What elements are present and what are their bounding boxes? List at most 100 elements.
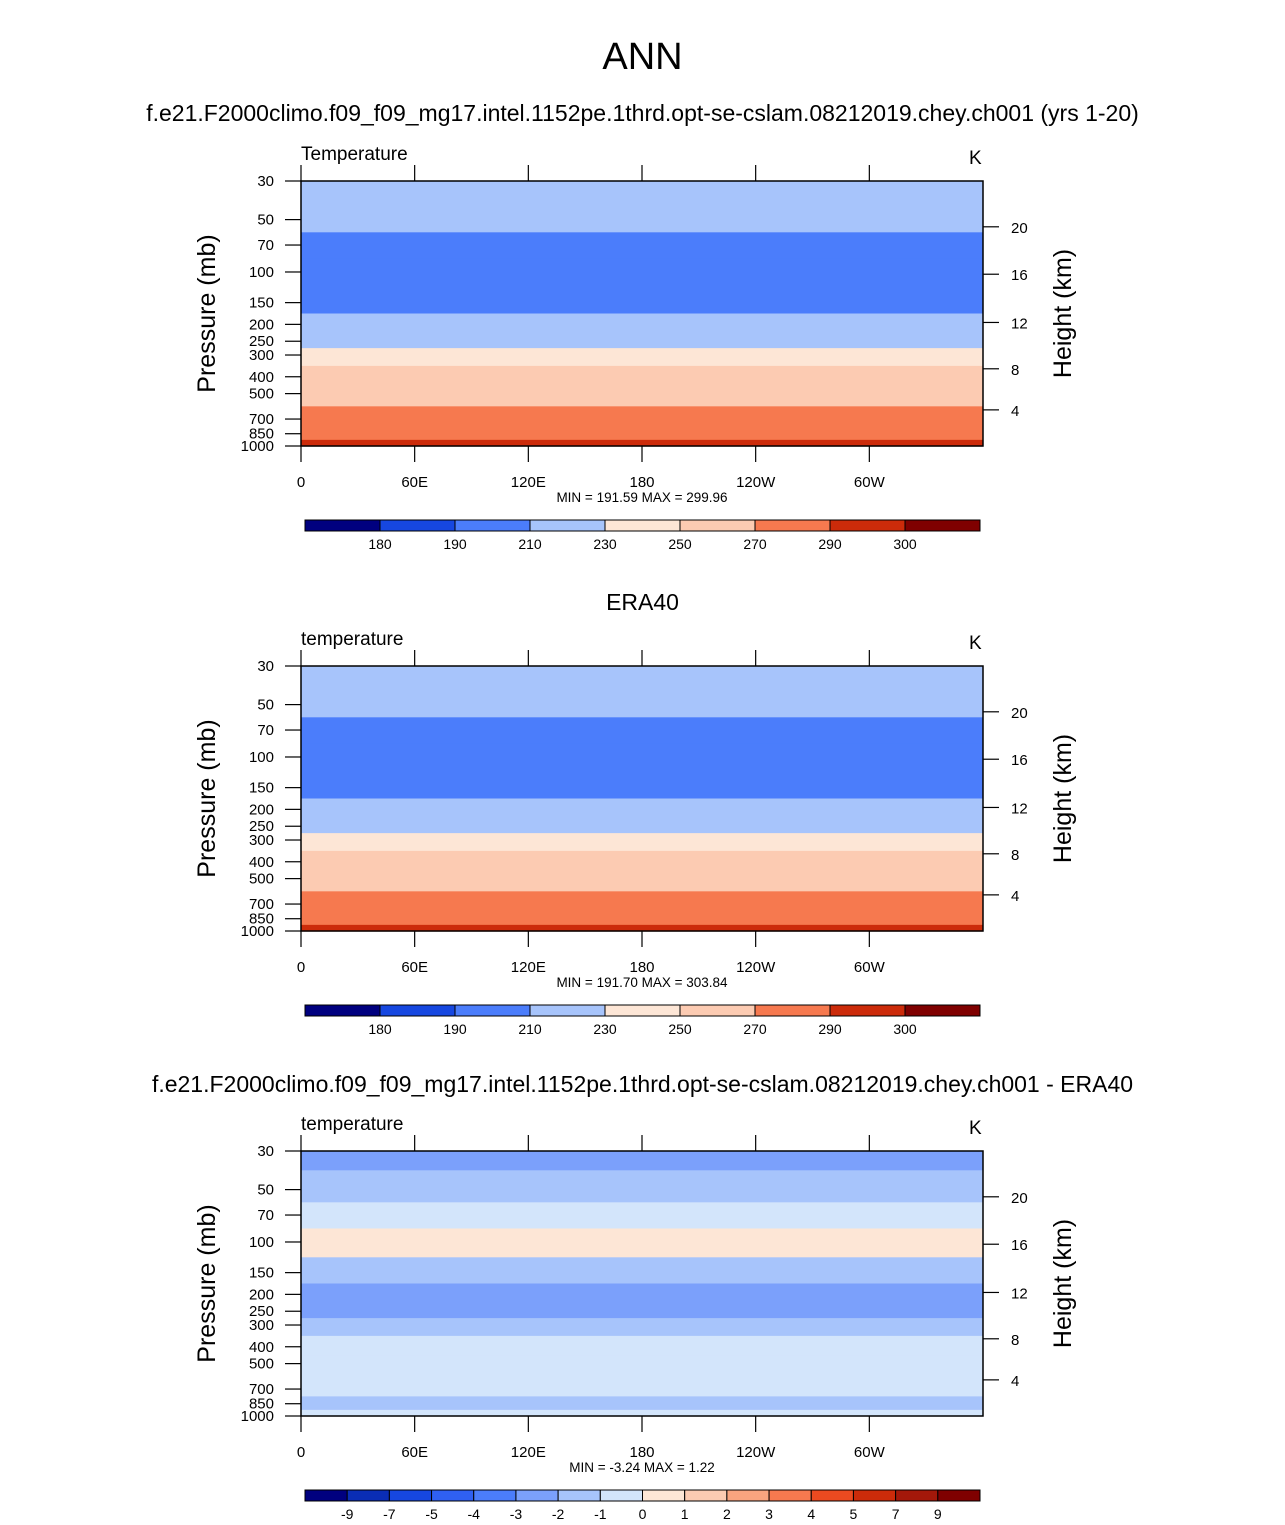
y-tick-label: 30 bbox=[257, 1143, 274, 1160]
y-tick-label: 150 bbox=[249, 780, 274, 797]
y-tick-label: 300 bbox=[249, 1317, 274, 1334]
y-tick-label: 30 bbox=[257, 658, 274, 675]
colorbar-box bbox=[642, 1489, 686, 1502]
x-tick-label: 60W bbox=[854, 474, 886, 491]
colorbar-label: -4 bbox=[468, 1506, 481, 1522]
colorbar-box bbox=[379, 1004, 456, 1017]
x-tick-label: 0 bbox=[297, 959, 305, 976]
x-tick-label: 120W bbox=[736, 959, 776, 976]
contour-band bbox=[301, 348, 983, 367]
y-tick-label: 700 bbox=[249, 896, 274, 913]
x-tick-label: 180 bbox=[629, 1444, 654, 1461]
colorbar-box bbox=[679, 519, 756, 532]
x-tick-label: 60E bbox=[401, 474, 428, 491]
min-max-stats: MIN = 191.59 MAX = 299.96 bbox=[556, 490, 727, 505]
height-tick-label: 16 bbox=[1011, 267, 1028, 284]
y-right-axis-title: Height (km) bbox=[1049, 734, 1077, 863]
y-tick-label: 50 bbox=[257, 697, 274, 714]
colorbar-box bbox=[388, 1489, 433, 1502]
units-label: K bbox=[969, 148, 982, 169]
colorbar-box bbox=[604, 1004, 681, 1017]
colorbar-label: 250 bbox=[668, 1021, 692, 1037]
x-tick-label: 120E bbox=[511, 959, 546, 976]
y-tick-label: 400 bbox=[249, 854, 274, 871]
panel-1-title: f.e21.F2000climo.f09_f09_mg17.intel.1152… bbox=[146, 100, 1139, 126]
colorbar-label: 230 bbox=[593, 536, 617, 552]
colorbar-label: 210 bbox=[518, 1021, 542, 1037]
colorbar-label: 9 bbox=[934, 1506, 942, 1522]
contour-band bbox=[301, 1409, 983, 1417]
x-tick-label: 60E bbox=[401, 959, 428, 976]
y-tick-label: 50 bbox=[257, 212, 274, 229]
colorbar-label: 0 bbox=[639, 1506, 647, 1522]
colorbar-box bbox=[304, 519, 381, 532]
colorbar-box bbox=[852, 1489, 897, 1502]
colorbar-box bbox=[454, 1004, 531, 1017]
y-tick-label: 500 bbox=[249, 871, 274, 888]
colorbar-label: 270 bbox=[743, 536, 767, 552]
colorbar-label: -3 bbox=[510, 1506, 523, 1522]
height-tick-label: 4 bbox=[1011, 403, 1019, 420]
y-tick-label: 100 bbox=[249, 749, 274, 766]
min-max-stats: MIN = 191.70 MAX = 303.84 bbox=[556, 975, 728, 990]
y-tick-label: 100 bbox=[249, 1234, 274, 1251]
colorbar-label: 300 bbox=[893, 1021, 917, 1037]
colorbar-label: 180 bbox=[368, 536, 392, 552]
units-label: K bbox=[969, 633, 982, 654]
colorbar-box bbox=[937, 1489, 981, 1502]
colorbar-box bbox=[529, 1004, 606, 1017]
colorbar-label: 4 bbox=[807, 1506, 815, 1522]
colorbar-box bbox=[304, 1489, 348, 1502]
main-title: ANN bbox=[602, 36, 683, 78]
contour-band bbox=[301, 850, 983, 871]
contour-band bbox=[301, 258, 983, 288]
y-axis-title: Pressure (mb) bbox=[193, 719, 221, 877]
colorbar-box bbox=[754, 1004, 831, 1017]
y-tick-label: 850 bbox=[249, 911, 274, 928]
height-tick-label: 16 bbox=[1011, 752, 1028, 769]
x-tick-label: 0 bbox=[297, 1444, 305, 1461]
colorbar-label: 180 bbox=[368, 1021, 392, 1037]
y-tick-label: 200 bbox=[249, 1286, 274, 1303]
contour-band bbox=[301, 313, 983, 334]
y-tick-label: 50 bbox=[257, 1182, 274, 1199]
panel-3: temperature K3050701001502002503004005007… bbox=[193, 1114, 1077, 1522]
panel-variable-label: temperature bbox=[301, 629, 403, 650]
y-right-axis-title: Height (km) bbox=[1049, 1219, 1077, 1348]
colorbar-label: 1 bbox=[681, 1506, 689, 1522]
height-tick-label: 20 bbox=[1011, 220, 1028, 237]
colorbar-box bbox=[768, 1489, 812, 1502]
colorbar-box bbox=[904, 1004, 981, 1017]
y-tick-label: 250 bbox=[249, 818, 274, 835]
panel-2-title: ERA40 bbox=[606, 589, 679, 615]
colorbar-box bbox=[684, 1489, 728, 1502]
colorbar-box bbox=[604, 519, 681, 532]
panel-variable-label: Temperature bbox=[301, 144, 408, 165]
contour-band bbox=[301, 666, 983, 686]
contour-band bbox=[301, 1228, 983, 1258]
contour-band bbox=[301, 891, 983, 912]
contour-band bbox=[301, 1396, 983, 1411]
contour-band bbox=[301, 817, 983, 834]
panel-2: temperature K3050701001502002503004005007… bbox=[193, 629, 1077, 1037]
height-tick-label: 8 bbox=[1011, 1332, 1019, 1349]
colorbar-label: 190 bbox=[443, 1021, 467, 1037]
height-tick-label: 16 bbox=[1011, 1237, 1028, 1254]
y-tick-label: 400 bbox=[249, 369, 274, 386]
height-tick-label: 8 bbox=[1011, 362, 1019, 379]
colorbar-label: -9 bbox=[341, 1506, 354, 1522]
colorbar-label: 230 bbox=[593, 1021, 617, 1037]
colorbar-label: 300 bbox=[893, 536, 917, 552]
colorbar-box bbox=[754, 519, 831, 532]
panel-variable-label: temperature bbox=[301, 1114, 403, 1135]
y-tick-label: 400 bbox=[249, 1339, 274, 1356]
y-tick-label: 250 bbox=[249, 1303, 274, 1320]
contour-band bbox=[301, 200, 983, 233]
contour-band bbox=[301, 232, 983, 260]
x-tick-label: 60E bbox=[401, 1444, 428, 1461]
contour-band bbox=[301, 772, 983, 800]
colorbar-box bbox=[346, 1489, 390, 1502]
colorbar-box bbox=[454, 519, 531, 532]
y-tick-label: 1000 bbox=[241, 438, 274, 455]
